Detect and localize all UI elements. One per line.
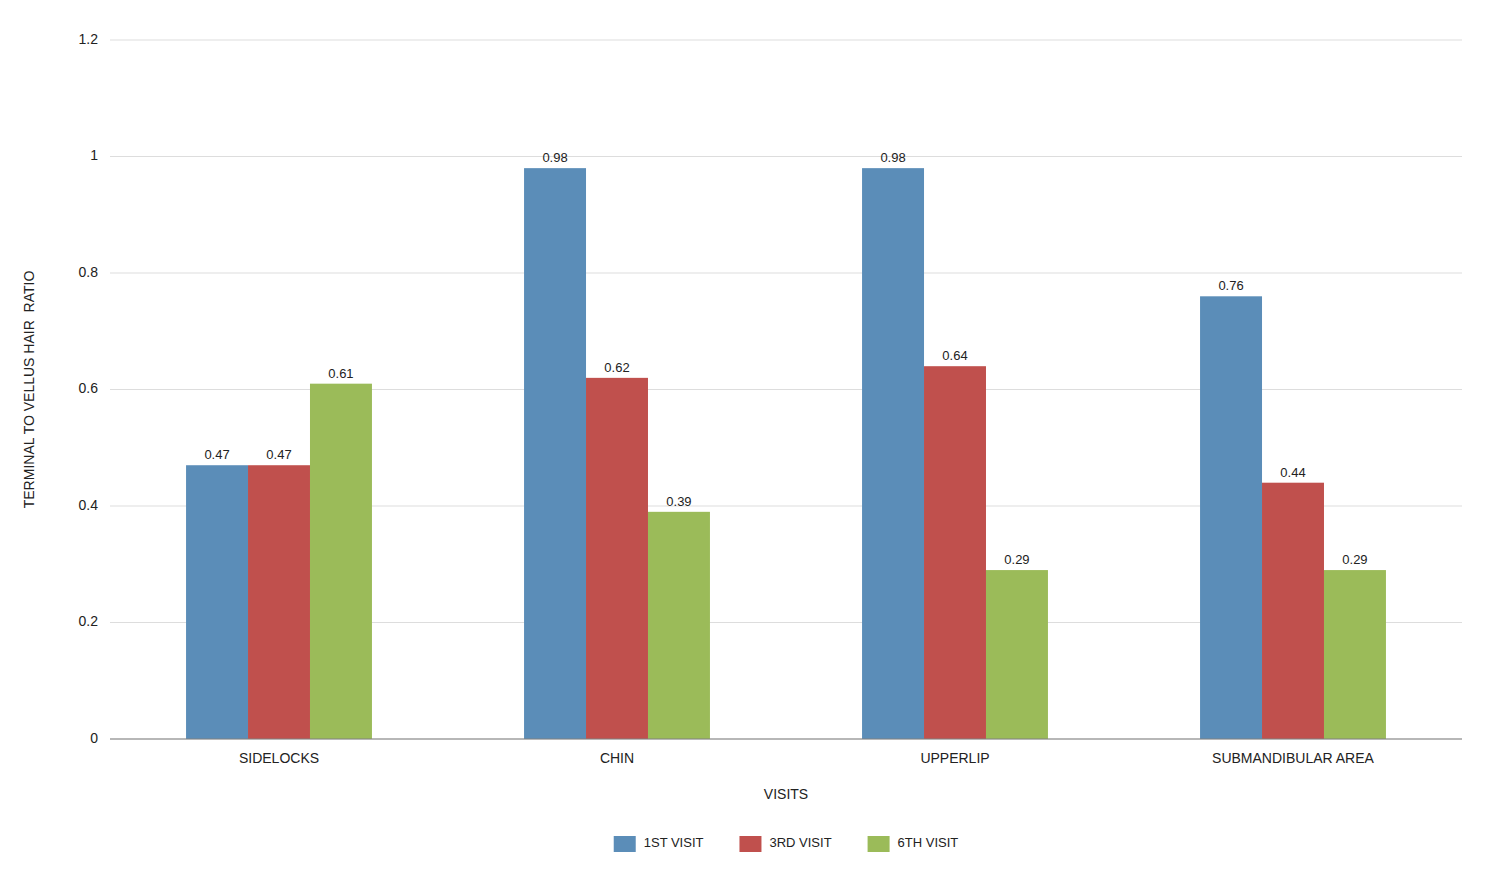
grid-line xyxy=(110,156,1462,157)
y-tick-label: 0.4 xyxy=(79,497,99,513)
legend-swatch xyxy=(739,836,761,852)
y-tick-label: 0.8 xyxy=(79,264,99,280)
x-axis: SIDELOCKS CHIN UPPERLIP SUBMANDIBULAR AREA xyxy=(110,739,1462,766)
bar xyxy=(862,168,924,739)
grid-line xyxy=(110,739,1462,740)
data-label: 0.44 xyxy=(1280,465,1305,480)
bars xyxy=(186,168,1386,739)
x-tick-label: UPPERLIP xyxy=(920,750,989,766)
data-label: 0.98 xyxy=(880,150,905,165)
grid-line xyxy=(110,40,1462,41)
data-label: 0.61 xyxy=(328,366,353,381)
legend-swatch xyxy=(868,836,890,852)
bar xyxy=(986,570,1048,739)
bar xyxy=(924,366,986,739)
x-tick-label: SIDELOCKS xyxy=(239,750,319,766)
legend-label: 3RD VISIT xyxy=(769,835,831,850)
bar xyxy=(1262,483,1324,739)
data-label: 0.64 xyxy=(942,348,967,363)
y-tick-label: 1.2 xyxy=(79,31,99,47)
data-label: 0.47 xyxy=(204,447,229,462)
data-label: 0.98 xyxy=(542,150,567,165)
x-tick-label: CHIN xyxy=(600,750,634,766)
data-label: 0.76 xyxy=(1218,278,1243,293)
legend-item: 1ST VISIT xyxy=(614,835,704,852)
legend-label: 6TH VISIT xyxy=(898,835,959,850)
data-label: 0.47 xyxy=(266,447,291,462)
bar xyxy=(1200,296,1262,739)
data-label: 0.62 xyxy=(604,360,629,375)
legend-swatch xyxy=(614,836,636,852)
legend-item: 6TH VISIT xyxy=(868,835,959,852)
bar xyxy=(1324,570,1386,739)
data-label: 0.29 xyxy=(1342,552,1367,567)
chart: 0 0.2 0.4 0.6 0.8 1 1.2 0.47 0.98 0.98 0.76 0.47 0.6… xyxy=(0,0,1502,889)
bar xyxy=(586,378,648,739)
y-axis: 0 0.2 0.4 0.6 0.8 1 1.2 xyxy=(79,31,1462,746)
x-tick-label: SUBMANDIBULAR AREA xyxy=(1212,750,1374,766)
grid-line xyxy=(110,273,1462,274)
legend: 1ST VISIT 3RD VISIT 6TH VISIT xyxy=(614,835,959,852)
y-axis-label: TERMINAL TO VELLUS HAIR RATIO xyxy=(21,271,37,509)
bar xyxy=(524,168,586,739)
y-tick-label: 0.2 xyxy=(79,613,99,629)
bar xyxy=(186,465,248,739)
y-tick-label: 0 xyxy=(90,730,98,746)
y-tick-label: 1 xyxy=(90,147,98,163)
data-labels: 0.47 0.98 0.98 0.76 0.47 0.62 0.64 0.44 0.61 0.39… xyxy=(204,150,1367,567)
x-axis-line xyxy=(110,739,1462,740)
y-tick-label: 0.6 xyxy=(79,380,99,396)
legend-label: 1ST VISIT xyxy=(644,835,704,850)
data-label: 0.29 xyxy=(1004,552,1029,567)
legend-item: 3RD VISIT xyxy=(739,835,831,852)
bar xyxy=(310,384,372,739)
bar xyxy=(648,512,710,739)
data-label: 0.39 xyxy=(666,494,691,509)
bar xyxy=(248,465,310,739)
x-axis-label: VISITS xyxy=(764,786,808,802)
